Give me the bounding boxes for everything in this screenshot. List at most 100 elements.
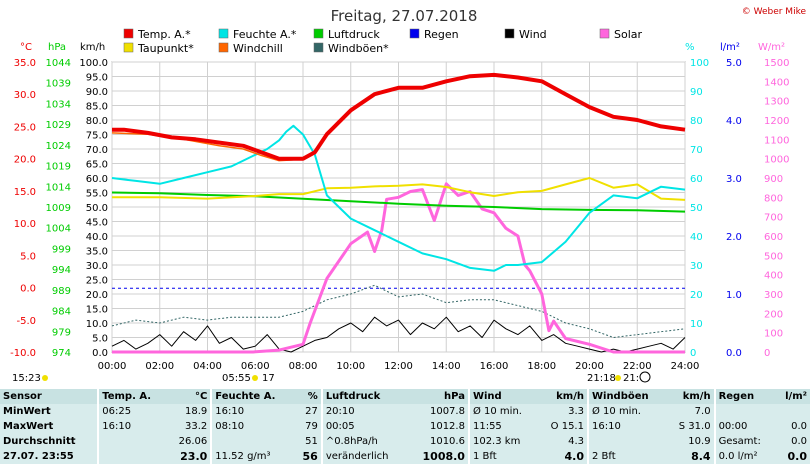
wind-tick-label: 75.0: [86, 131, 108, 142]
pressure-unit-label: hPa: [48, 42, 66, 53]
pressure-tick-label: 1009: [46, 203, 71, 214]
hum-tick-label: 30: [690, 261, 703, 272]
row-label: MinWert: [3, 406, 51, 417]
solar-tick-label: 1000: [764, 155, 789, 166]
wind-tick-label: 10.0: [86, 319, 108, 330]
moon-left-label: 17: [262, 373, 275, 384]
solar-tick-label: 100: [764, 329, 783, 340]
table-header-row: Sensor Temp. A. °C Feuchte A. % Luftdruc…: [0, 389, 810, 404]
solar-tick-label: 200: [764, 309, 783, 320]
solar-tick-label: 300: [764, 290, 783, 301]
x-tick-label: 06:00: [241, 361, 270, 372]
wind-tick-label: 5.0: [92, 334, 108, 345]
hum-tick-label: 90: [690, 87, 703, 98]
rain-unit-label: l/m²: [720, 42, 740, 53]
pressure-tick-label: 999: [52, 244, 71, 255]
pressure-tick-label: 1024: [46, 141, 71, 152]
temp-unit-label: °C: [20, 42, 32, 53]
legend-label: Regen: [424, 28, 459, 41]
x-tick-label: 18:00: [527, 361, 556, 372]
cell: Gesamt:: [713, 434, 776, 449]
pressure-tick-label: 1014: [46, 182, 71, 193]
pressure-tick-label: 1044: [46, 58, 71, 69]
cell: 3.3: [568, 406, 584, 417]
sunset-marker: [615, 375, 621, 381]
wind-tick-label: 25.0: [86, 276, 108, 287]
header-wind: Wind: [467, 389, 539, 404]
header-hum: Feuchte A.: [210, 389, 295, 404]
series-temp: [112, 72, 686, 161]
sun-marker: [42, 375, 48, 381]
hum-tick-label: 60: [690, 174, 703, 185]
temp-tick-label: 0.0: [20, 284, 36, 295]
hum-tick-label: 40: [690, 232, 703, 243]
cell: 16:10: [210, 404, 295, 419]
cell: 102.3 km: [467, 434, 539, 449]
cell: 4.3: [568, 436, 584, 447]
x-tick-label: 14:00: [432, 361, 461, 372]
moon-icon: [639, 371, 651, 383]
row-label: MaxWert: [3, 421, 54, 432]
cell: 79: [305, 421, 318, 432]
cell: [775, 404, 810, 419]
solar-tick-label: 0: [764, 348, 770, 359]
cell: [97, 449, 168, 464]
temp-tick-label: 30.0: [14, 90, 36, 101]
rain-tick-label: 5.0: [726, 58, 742, 69]
x-tick-label: 08:00: [289, 361, 318, 372]
x-tick-label: 20:00: [575, 361, 604, 372]
series-dew: [112, 177, 686, 201]
cell: 33.2: [185, 421, 208, 432]
cell: 1012.8: [429, 421, 465, 432]
cell: 16:10: [586, 419, 667, 434]
table-row-avg: Durchschnitt 26.06 51 ^0.8hPa/h 1010.6 1…: [0, 434, 810, 449]
pressure-tick-label: 1004: [46, 224, 71, 235]
hum-tick-label: 80: [690, 116, 703, 127]
x-tick-label: 24:00: [671, 361, 700, 372]
wind-tick-label: 80.0: [86, 116, 108, 127]
hum-tick-label: 10: [690, 319, 703, 330]
cell: ^0.8hPa/h: [320, 434, 408, 449]
cell: 0.0 l/m²: [713, 449, 776, 464]
hum-tick-label: 50: [690, 203, 703, 214]
legend-label: Windchill: [233, 42, 283, 55]
legend-swatch: [313, 28, 324, 39]
cell: 56: [302, 450, 318, 463]
rain-tick-label: 0.0: [726, 348, 742, 359]
rain-tick-label: 1.0: [726, 290, 742, 301]
cell: Ø 10 min.: [467, 404, 539, 419]
wind-tick-label: 40.0: [86, 232, 108, 243]
cell: 51: [305, 436, 318, 447]
wind-tick-label: 95.0: [86, 73, 108, 84]
cell: 00:00: [713, 419, 776, 434]
series-pressure: [111, 191, 686, 213]
pressure-tick-label: 989: [52, 286, 71, 297]
pressure-tick-label: 1029: [46, 120, 71, 131]
copyright-text: © Weber Mike: [742, 7, 807, 17]
cell: 10.9: [688, 436, 711, 447]
series-solar: [112, 182, 685, 354]
pressure-tick-label: 1019: [46, 162, 71, 173]
row-label: 27.07. 23:55: [3, 451, 74, 462]
wind-tick-label: 35.0: [86, 247, 108, 258]
header-press-unit: hPa: [407, 389, 469, 404]
x-tick-label: 04:00: [193, 361, 222, 372]
wind-tick-label: 60.0: [86, 174, 108, 185]
cell: Ø 10 min.: [586, 404, 667, 419]
cell: [210, 434, 295, 449]
sunrise-label: 05:55: [222, 373, 251, 384]
wind-tick-label: 15.0: [86, 305, 108, 316]
legend-label: Taupunkt*: [137, 42, 194, 55]
header-gust: Windböen: [586, 389, 667, 404]
cell: 16:10: [97, 419, 168, 434]
pressure-tick-label: 994: [52, 265, 71, 276]
row-label: Durchschnitt: [3, 436, 76, 447]
cell: 00:05: [320, 419, 408, 434]
legend-swatch: [504, 28, 515, 39]
cell: 27: [305, 406, 318, 417]
cell: 06:25: [97, 404, 168, 419]
header-wind-unit: km/h: [538, 389, 588, 404]
sun-moon-labels: 15:23 05:55 17 21:18 21:: [12, 371, 651, 384]
cell: 4.0: [564, 450, 584, 463]
axis-ticks: 00:00 02:00 04:00 06:00 08:00 10:00 12:00 14:00…: [10, 58, 789, 372]
